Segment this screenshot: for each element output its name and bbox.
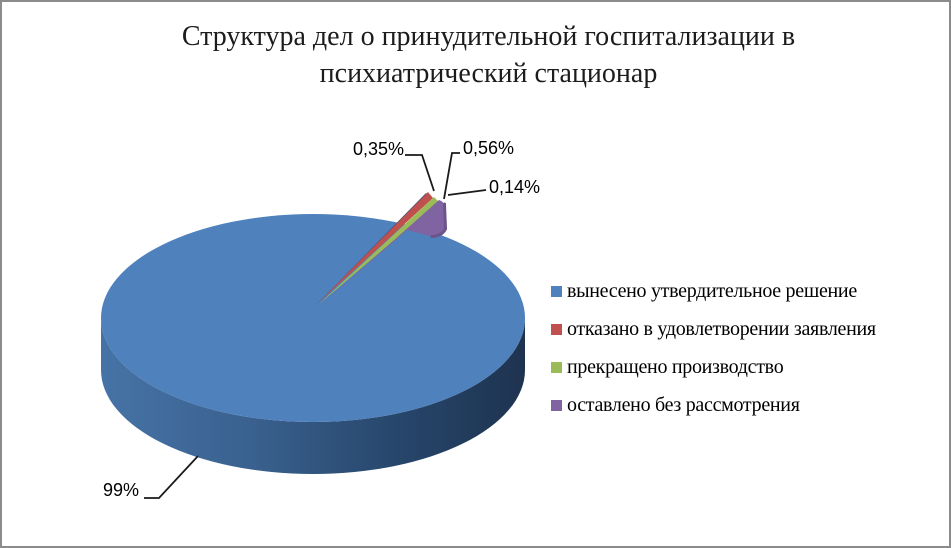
legend-item: вынесено утвердительное решение (551, 272, 876, 310)
legend-item-label: отказано в удовлетворении заявления (567, 317, 876, 340)
legend-marker (551, 323, 562, 335)
pie-slice-main-side (101, 318, 525, 474)
leader-line-red (405, 154, 435, 192)
legend-item-label: вынесено утвердительное решение (567, 279, 857, 302)
legend-item: оставлено без рассмотрения (551, 386, 876, 424)
leader-line-green (443, 152, 460, 200)
data-label-main: 99% (103, 480, 139, 500)
legend-marker (551, 285, 562, 297)
pie-slice-main (101, 214, 525, 422)
legend: вынесено утвердительное решение отказано… (551, 272, 876, 424)
pie-slice-purple-side (430, 202, 448, 238)
chart-title-line2: психиатрический стационар (319, 58, 658, 89)
legend-item: прекращено производство (551, 348, 876, 386)
leader-line-purple (447, 189, 487, 196)
data-label-red: 0,35% (353, 139, 404, 159)
pie-slice-purple (319, 200, 445, 307)
legend-marker (551, 399, 562, 411)
chart-title: Структура дел о принудительной госпитали… (2, 18, 949, 92)
legend-item-label: оставлено без рассмотрения (567, 393, 800, 416)
leader-line-main (144, 455, 199, 499)
chart-title-line1: Структура дел о принудительной госпитали… (181, 21, 796, 52)
pie-slice-red (317, 192, 433, 304)
legend-item: отказано в удовлетворении заявления (551, 310, 876, 348)
legend-item-label: прекращено производство (567, 355, 784, 378)
legend-marker (551, 361, 562, 373)
data-label-purple: 0,14% (489, 177, 540, 197)
pie-slice-green (318, 197, 439, 305)
data-label-green: 0,56% (463, 138, 514, 158)
